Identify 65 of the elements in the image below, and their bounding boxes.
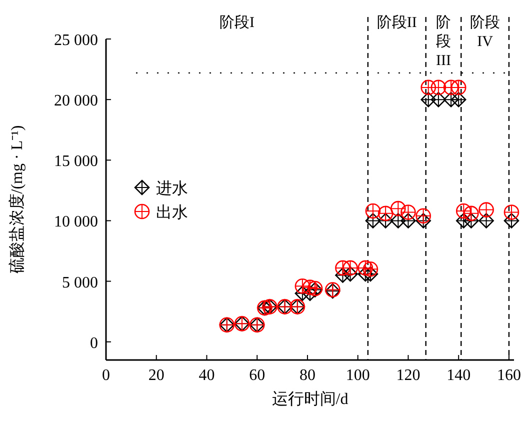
ref-line: 阶段II — [376, 15, 426, 360]
point — [342, 266, 358, 282]
y-tick-label: 10 000 — [54, 214, 98, 231]
point — [430, 80, 446, 96]
y-tick-label: 25 000 — [54, 32, 98, 49]
point — [504, 213, 520, 228]
point — [358, 260, 374, 276]
x-tick-label: 20 — [148, 367, 164, 384]
ref-line-label: 阶段II — [376, 14, 417, 31]
point — [456, 203, 472, 219]
y-tick-label: 5 000 — [62, 274, 98, 292]
point — [342, 260, 358, 276]
point — [365, 203, 381, 219]
point — [378, 206, 394, 222]
point — [365, 213, 381, 228]
y-tick-label: 20 000 — [54, 92, 98, 110]
x-tick-label: 40 — [198, 367, 215, 384]
ref-line-label: 阶段IV — [470, 14, 500, 50]
point — [464, 213, 479, 228]
point — [390, 200, 406, 216]
point — [420, 92, 436, 108]
x-axis-title: 运行时间/d — [272, 390, 348, 408]
point — [362, 262, 378, 277]
point — [294, 286, 310, 302]
legend: 进水 — [134, 180, 188, 198]
point — [464, 206, 479, 222]
x-tick-label: 80 — [299, 367, 316, 384]
x-tick-label: 60 — [249, 367, 266, 384]
point — [378, 213, 394, 228]
point — [450, 92, 466, 108]
y-tick-label: 15 000 — [54, 153, 98, 170]
y-axis-title: 硫酸盐浓度/(mg · L⁻¹) — [8, 125, 26, 274]
point — [362, 266, 378, 282]
point — [358, 266, 374, 282]
y-tick-label: 0 — [90, 334, 98, 352]
point — [400, 213, 416, 228]
ref-line: 阶段IV — [470, 15, 510, 360]
x-tick-label: 160 — [496, 367, 521, 384]
point — [335, 268, 350, 283]
x-tick-label: 100 — [346, 367, 370, 384]
point — [294, 278, 310, 294]
legend-label: 出水 — [156, 204, 188, 222]
point — [335, 260, 350, 276]
point — [478, 213, 494, 228]
point — [400, 204, 416, 220]
point — [504, 204, 520, 220]
ref-line: 阶段III — [436, 15, 462, 360]
point — [443, 92, 459, 108]
text: 阶段I — [219, 14, 254, 31]
point — [302, 280, 318, 295]
point — [456, 213, 472, 228]
point — [478, 202, 494, 218]
point — [416, 208, 431, 224]
legend-label: 进水 — [156, 180, 188, 198]
point — [443, 80, 459, 96]
x-tick-label: 0 — [102, 367, 110, 384]
point — [430, 92, 446, 108]
point — [420, 80, 436, 96]
legend: 出水 — [134, 204, 188, 222]
x-tick-label: 120 — [396, 367, 420, 384]
point — [416, 213, 431, 228]
x-tick-label: 140 — [446, 367, 471, 384]
point — [390, 213, 406, 228]
point — [450, 80, 466, 96]
ref-line-label: 阶段III — [436, 15, 451, 69]
